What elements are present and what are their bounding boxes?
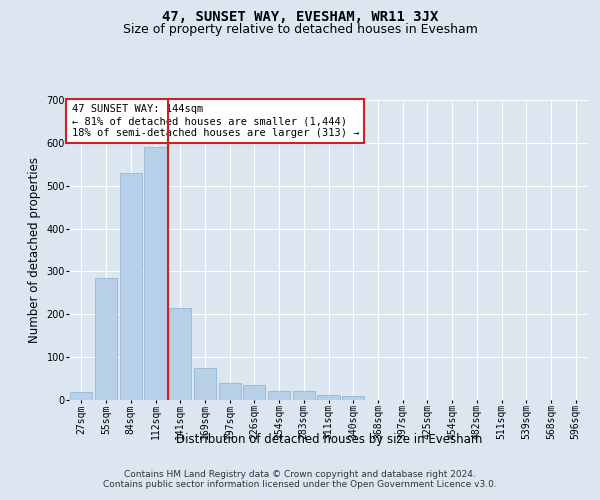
Bar — [194, 368, 216, 400]
Text: Contains public sector information licensed under the Open Government Licence v3: Contains public sector information licen… — [103, 480, 497, 489]
Text: Size of property relative to detached houses in Evesham: Size of property relative to detached ho… — [122, 22, 478, 36]
Bar — [95, 278, 117, 400]
Bar — [293, 392, 315, 400]
Text: Contains HM Land Registry data © Crown copyright and database right 2024.: Contains HM Land Registry data © Crown c… — [124, 470, 476, 479]
Bar — [218, 383, 241, 400]
Text: 47, SUNSET WAY, EVESHAM, WR11 3JX: 47, SUNSET WAY, EVESHAM, WR11 3JX — [162, 10, 438, 24]
Bar — [243, 385, 265, 400]
Bar — [317, 395, 340, 400]
Bar — [145, 147, 167, 400]
Y-axis label: Number of detached properties: Number of detached properties — [28, 157, 41, 343]
Bar — [169, 308, 191, 400]
Bar — [342, 396, 364, 400]
Text: 47 SUNSET WAY: 144sqm
← 81% of detached houses are smaller (1,444)
18% of semi-d: 47 SUNSET WAY: 144sqm ← 81% of detached … — [71, 104, 359, 138]
Bar — [119, 173, 142, 400]
Bar — [268, 392, 290, 400]
Text: Distribution of detached houses by size in Evesham: Distribution of detached houses by size … — [176, 432, 482, 446]
Bar — [70, 392, 92, 400]
